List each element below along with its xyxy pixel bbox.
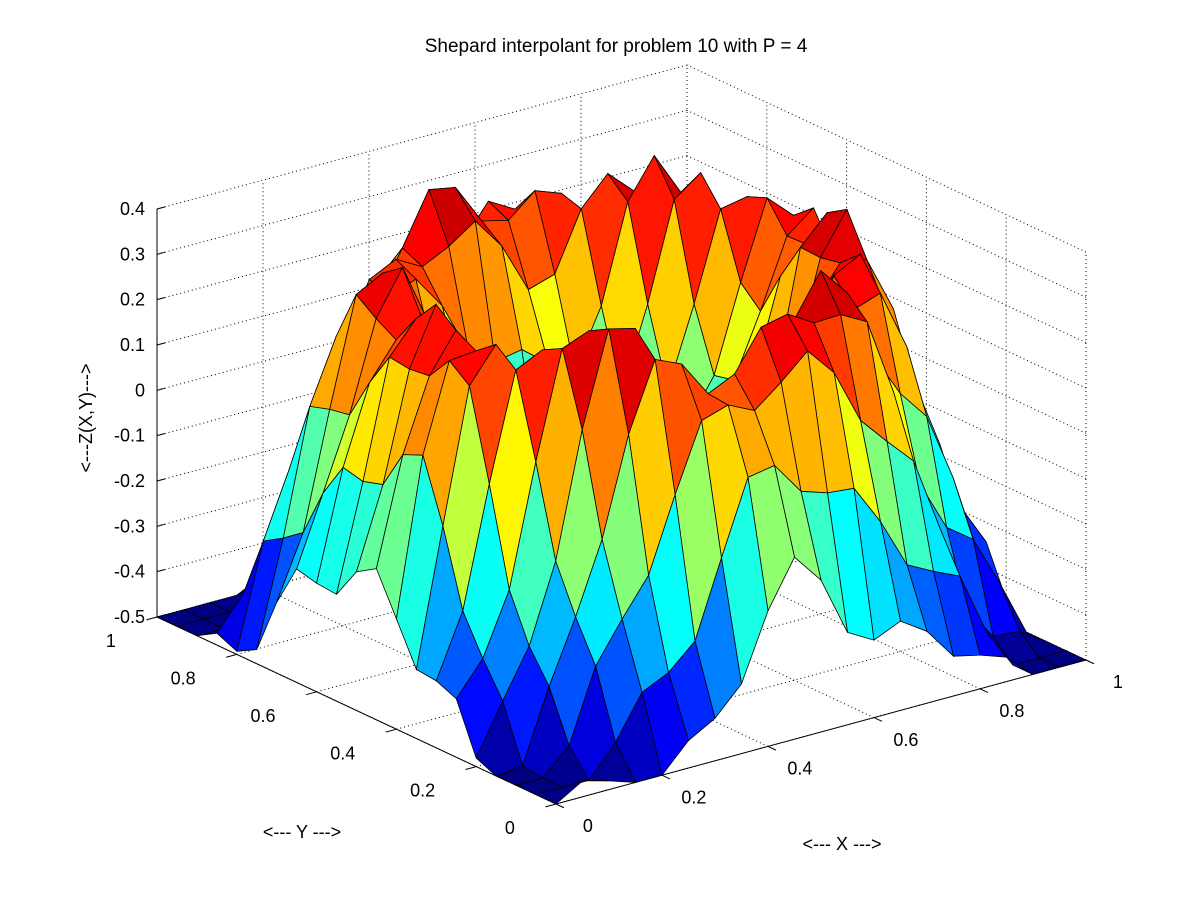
y-tick-label: 0 bbox=[505, 818, 515, 838]
x-tick bbox=[767, 745, 777, 751]
x-tick-label: 0.4 bbox=[787, 759, 812, 779]
y-tick-label: 1 bbox=[106, 631, 116, 651]
x-tick bbox=[555, 803, 565, 809]
y-tick bbox=[226, 653, 237, 658]
grid-line bbox=[580, 501, 981, 690]
x-tick-label: 0.2 bbox=[681, 787, 706, 807]
grid-line bbox=[686, 155, 1087, 344]
x-tick-label: 0.6 bbox=[893, 730, 918, 750]
y-tick bbox=[146, 616, 158, 621]
z-tick bbox=[156, 478, 166, 482]
grid-line bbox=[686, 200, 1087, 389]
z-tick bbox=[156, 387, 166, 391]
axes bbox=[146, 206, 1095, 809]
y-tick bbox=[305, 691, 317, 696]
y-axis-line bbox=[156, 616, 557, 805]
x-tick bbox=[1085, 659, 1095, 665]
chart-title: Shepard interpolant for problem 10 with … bbox=[425, 36, 808, 57]
y-tick bbox=[385, 728, 397, 733]
grid-line bbox=[686, 109, 1087, 298]
y-tick bbox=[545, 803, 557, 808]
y-axis-label: <--- Y ---> bbox=[263, 822, 341, 842]
x-axis-label: <--- X ---> bbox=[803, 834, 882, 854]
x-tick-label: 1 bbox=[1113, 672, 1123, 692]
z-tick bbox=[156, 614, 166, 618]
z-tick bbox=[156, 523, 166, 527]
z-tick-label: -0.4 bbox=[114, 562, 145, 582]
x-tick bbox=[873, 717, 883, 722]
x-tick bbox=[979, 688, 989, 693]
z-tick-label: 0.4 bbox=[120, 199, 145, 219]
x-tick bbox=[661, 774, 671, 780]
z-tick bbox=[156, 251, 166, 255]
surface-mesh bbox=[155, 154, 1088, 805]
y-tick bbox=[465, 766, 477, 770]
z-tick-label: -0.2 bbox=[114, 471, 145, 491]
y-tick-label: 0.2 bbox=[410, 781, 435, 801]
y-tick-label: 0.4 bbox=[330, 743, 355, 763]
z-tick bbox=[156, 342, 166, 346]
x-tick-label: 0 bbox=[583, 816, 593, 836]
z-tick bbox=[156, 433, 166, 437]
z-tick-label: 0 bbox=[135, 380, 145, 400]
z-tick-label: 0.3 bbox=[120, 244, 145, 264]
x-axis-line bbox=[555, 659, 1087, 805]
z-tick-label: -0.3 bbox=[114, 516, 145, 536]
grid-line bbox=[686, 64, 1087, 253]
z-tick-label: -0.1 bbox=[114, 426, 145, 446]
x-tick-label: 0.8 bbox=[999, 701, 1024, 721]
z-tick bbox=[156, 569, 166, 573]
z-tick-label: -0.5 bbox=[114, 607, 145, 627]
y-tick-label: 0.6 bbox=[250, 706, 275, 726]
z-axis-label: <---Z(X,Y)---> bbox=[76, 364, 96, 473]
z-tick bbox=[156, 206, 166, 210]
z-tick-label: 0.2 bbox=[120, 290, 145, 310]
y-tick-label: 0.8 bbox=[171, 668, 196, 688]
z-tick bbox=[156, 297, 166, 301]
z-tick-label: 0.1 bbox=[120, 335, 145, 355]
tick-labels: 0 0.2 0.4 0.6 0.8 1 0 0.2 0.4 0.6 0.8 1 -0.5 -0.4 -0.3… bbox=[106, 199, 1123, 838]
